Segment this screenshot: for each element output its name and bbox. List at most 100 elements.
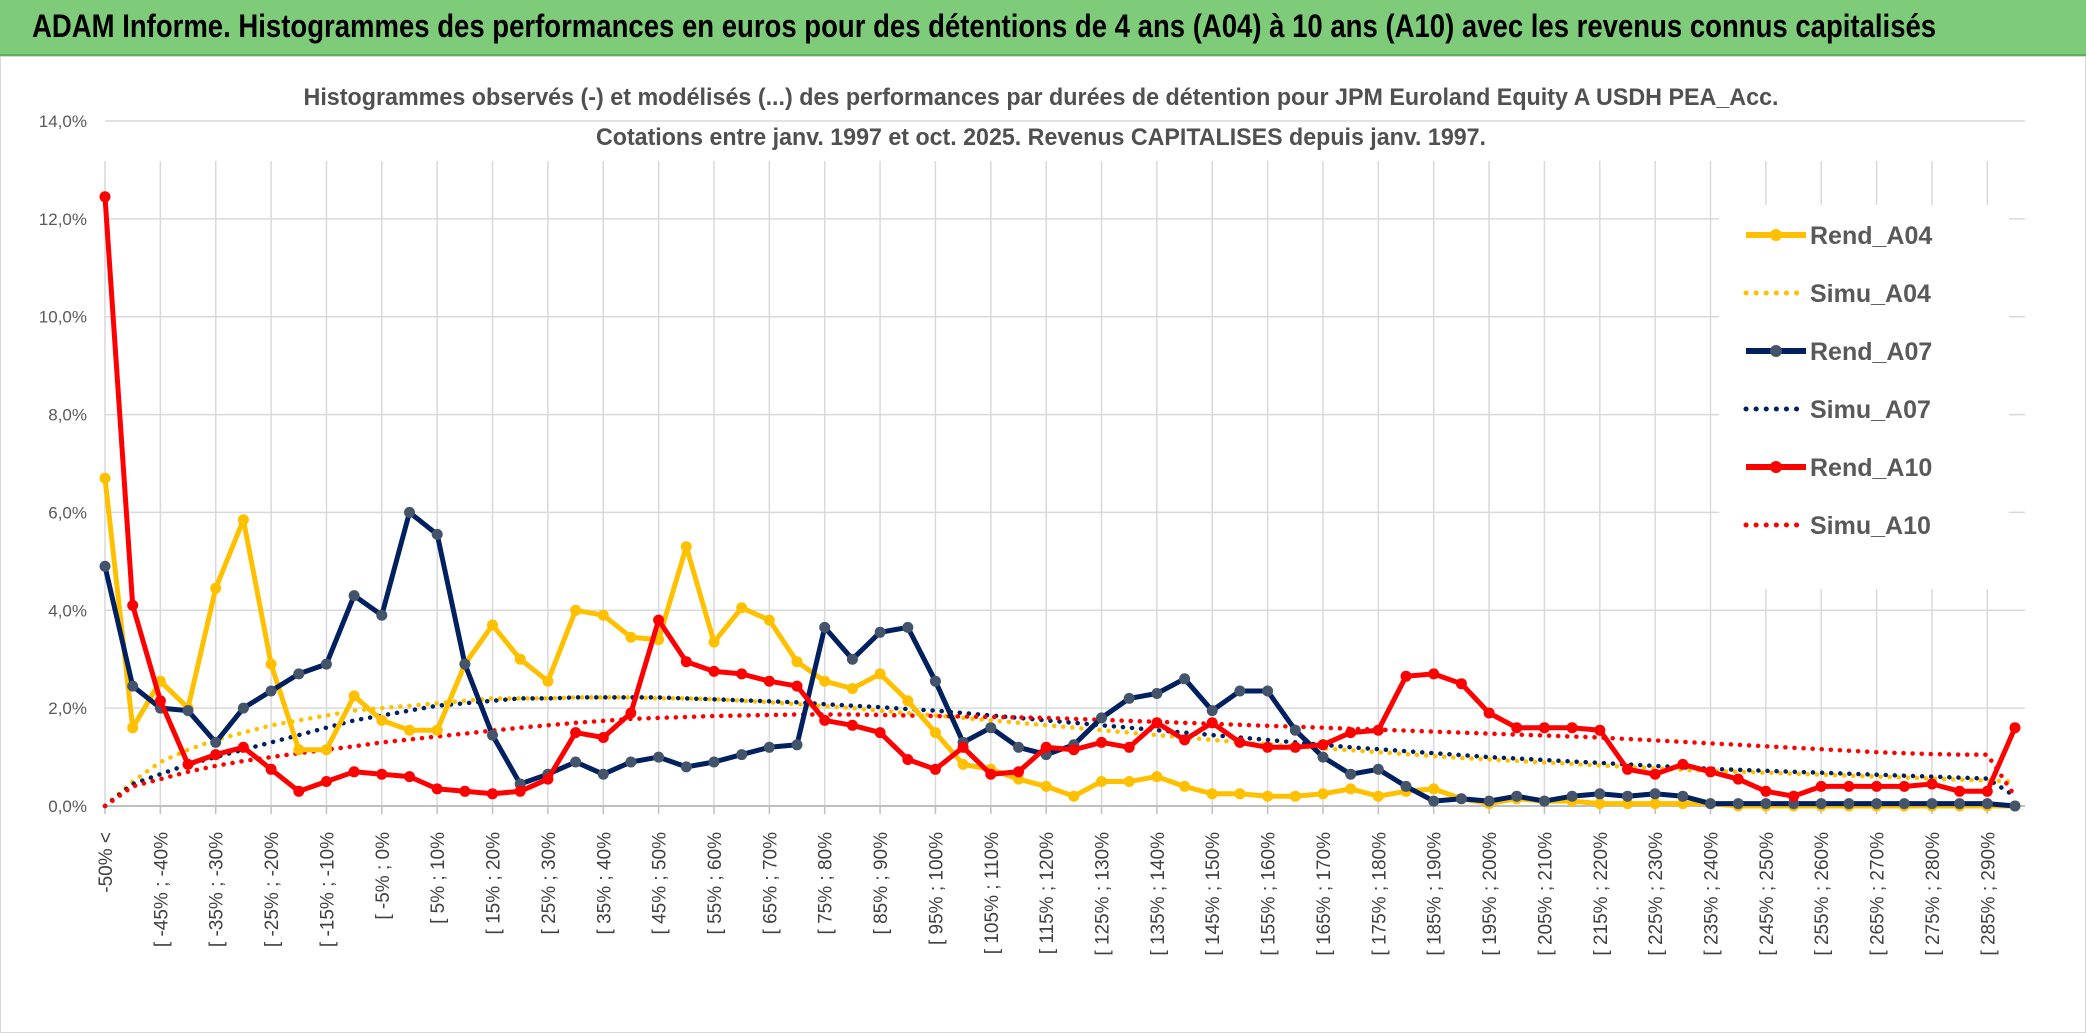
grid-layer: [104, 120, 2025, 807]
data-point: [1760, 785, 1772, 797]
data-point: [874, 668, 886, 680]
data-point: [2009, 722, 2021, 734]
data-point: [653, 751, 665, 763]
data-point: [487, 619, 498, 631]
data-point: [542, 675, 554, 687]
x-tick-label: [ 195% ; 200%: [1480, 832, 1501, 956]
data-point: [1096, 776, 1107, 787]
x-tick-label: [ 135% ; 140%: [1148, 832, 1169, 956]
data-point: [487, 729, 498, 741]
data-point: [1815, 780, 1827, 792]
data-point: [265, 658, 277, 670]
data-point: [320, 776, 332, 787]
data-point: [376, 768, 388, 780]
data-point: [237, 702, 249, 714]
data-point: [210, 749, 222, 761]
data-point: [1372, 763, 1384, 775]
x-tick-label: [ 115% ; 120%: [1037, 832, 1058, 954]
data-point: [902, 695, 914, 707]
data-point: [487, 788, 498, 800]
legend-label: Simu_A04: [1810, 280, 1931, 308]
data-point: [182, 705, 194, 717]
data-point: [1428, 795, 1440, 807]
data-point: [597, 609, 609, 621]
legend-item: Rend_A10: [1746, 454, 1932, 482]
data-point: [708, 636, 720, 648]
data-point: [1954, 798, 1966, 810]
data-point: [1954, 785, 1966, 797]
x-tick-label: [ 275% ; 280%: [1923, 832, 1944, 956]
legend-label: Rend_A07: [1810, 338, 1932, 366]
data-point: [985, 768, 997, 780]
x-tick-label: [ 95% ; 100%: [926, 832, 947, 945]
data-point: [1455, 678, 1467, 690]
data-point: [127, 680, 139, 692]
x-tick-label: [ 85% ; 90%: [871, 832, 892, 935]
data-point: [1455, 793, 1467, 805]
legend-label: Rend_A04: [1810, 222, 1932, 250]
data-point: [320, 658, 332, 670]
data-point: [431, 783, 443, 795]
data-point: [293, 785, 305, 797]
x-tick-label: [ 25% ; 30%: [539, 832, 560, 935]
data-point: [570, 604, 582, 616]
data-point: [1040, 741, 1052, 753]
data-point: [1677, 790, 1689, 802]
data-point: [1622, 763, 1633, 775]
x-tick-label: [ 75% ; 80%: [816, 832, 837, 935]
x-tick-label: [ 145% ; 150%: [1203, 832, 1224, 956]
data-point: [957, 758, 969, 770]
data-point: [237, 514, 249, 526]
data-point: [1871, 780, 1883, 792]
data-point: [597, 768, 609, 780]
series-layer: [99, 191, 2021, 812]
y-tick-label: 6,0%: [48, 503, 87, 522]
data-point: [708, 665, 720, 677]
data-point: [1400, 780, 1412, 792]
data-point: [1345, 768, 1357, 780]
data-point: [1289, 790, 1301, 802]
data-point: [1096, 736, 1107, 748]
data-point: [376, 714, 388, 726]
data-point: [902, 621, 914, 633]
data-point: [846, 719, 858, 731]
data-point: [846, 653, 858, 665]
data-point: [293, 668, 305, 680]
x-tick-label: [ -45% ; -40%: [151, 832, 172, 947]
x-tick-label: [ 155% ; 160%: [1259, 832, 1280, 956]
data-point: [570, 756, 582, 768]
data-point: [763, 741, 775, 753]
x-tick-label: [ -35% ; -30%: [207, 832, 228, 947]
data-point: [819, 714, 831, 726]
data-point: [1594, 724, 1606, 736]
x-tick-label: [ 205% ; 210%: [1535, 832, 1556, 956]
legend-label: Simu_A07: [1810, 396, 1931, 424]
data-point: [1234, 736, 1246, 748]
data-point: [1815, 798, 1827, 810]
chart-title: Histogrammes observés (-) et modélisés (…: [304, 84, 1779, 111]
data-point: [874, 727, 886, 739]
x-tick-label: [ -5% ; 0%: [373, 832, 394, 920]
data-point: [1926, 798, 1938, 810]
legend-item: Rend_A04: [1746, 222, 1932, 250]
data-point: [1538, 795, 1550, 807]
data-point: [1898, 780, 1910, 792]
data-point: [570, 727, 582, 739]
data-point: [1511, 722, 1523, 734]
series-line: [102, 712, 2018, 809]
data-point: [1594, 788, 1606, 800]
data-point: [1151, 688, 1163, 699]
chart-canvas: 0,0% 2,0% 4,0% 6,0% 8,0% 10,0% 12,0% 14,0% -50% …: [39, 84, 2025, 956]
data-point: [1317, 751, 1329, 763]
x-tick-label: -50% <: [96, 832, 117, 893]
data-point: [929, 763, 941, 775]
data-point: [514, 785, 526, 797]
data-point: [404, 724, 415, 736]
data-point: [929, 727, 941, 739]
data-point: [736, 602, 748, 614]
data-point: [348, 766, 360, 778]
data-point: [1151, 771, 1163, 783]
data-point: [1123, 692, 1135, 704]
data-point: [1981, 798, 1993, 810]
data-point: [127, 722, 139, 734]
